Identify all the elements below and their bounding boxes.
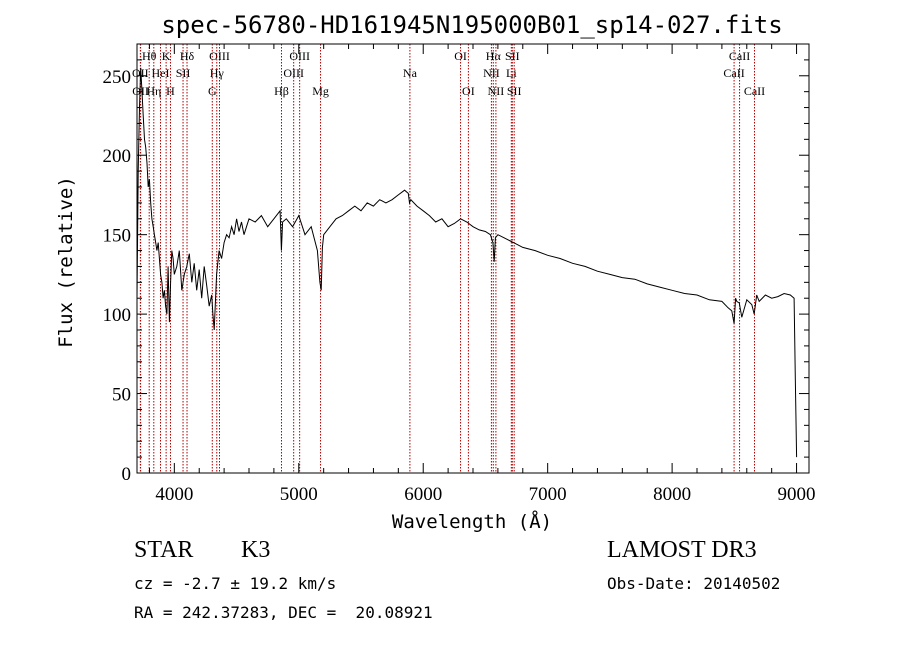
spectral-line-label: CaII bbox=[729, 49, 750, 63]
plot-frame bbox=[136, 43, 810, 474]
spectrum-series-line bbox=[136, 67, 798, 458]
y-tick-label: 250 bbox=[103, 67, 132, 88]
spectral-line-label: OIII bbox=[283, 66, 304, 80]
spectral-line-label: OIII bbox=[209, 49, 230, 63]
observation-date: Obs-Date: 20140502 bbox=[607, 574, 781, 593]
spectral-line-label: K bbox=[162, 49, 171, 63]
spectral-line-label: NII bbox=[483, 66, 500, 80]
spectral-line-label: Hγ bbox=[210, 66, 225, 80]
object-class: STAR bbox=[134, 537, 194, 563]
x-tick-label: 4000 bbox=[155, 484, 193, 505]
spectral-line-label: SII bbox=[507, 84, 522, 98]
y-axis-label: Flux (relative) bbox=[55, 176, 77, 348]
object-subclass: K3 bbox=[241, 537, 271, 563]
y-tick-label: 0 bbox=[122, 464, 132, 485]
coordinates: RA = 242.37283, DEC = 20.08921 bbox=[134, 603, 433, 622]
spectral-line-label: Li bbox=[506, 66, 517, 80]
spectral-line-label: Hη bbox=[146, 84, 161, 98]
y-tick-label: 100 bbox=[103, 305, 132, 326]
spectral-line-label: Hθ bbox=[142, 49, 157, 63]
spectral-line-label: OII bbox=[132, 84, 149, 98]
x-axis: 4000 5000 6000 7000 8000 9000 bbox=[148, 44, 816, 505]
spectral-line-label: Hδ bbox=[180, 49, 195, 63]
x-axis-label: Wavelength (Å) bbox=[392, 510, 552, 533]
spectral-line-label: CaII bbox=[723, 66, 744, 80]
spectral-line-label: OI bbox=[454, 49, 467, 63]
spectral-line-label: H bbox=[166, 84, 175, 98]
spectral-line-label: Mg bbox=[312, 84, 329, 98]
spectral-line-label: HeI bbox=[152, 66, 170, 80]
y-axis: 0 50 100 150 200 250 bbox=[103, 43, 809, 485]
spectral-line-label: NII bbox=[488, 84, 505, 98]
spectral-line-label: CaII bbox=[744, 84, 765, 98]
y-tick-label: 200 bbox=[103, 146, 132, 167]
chart-title: spec-56780-HD161945N195000B01_sp14-027.f… bbox=[161, 11, 782, 39]
x-tick-label: 7000 bbox=[529, 484, 567, 505]
x-tick-label: 5000 bbox=[280, 484, 318, 505]
y-tick-label: 150 bbox=[103, 226, 132, 247]
spectral-line-label: Na bbox=[403, 66, 418, 80]
redshift-value: cz = -2.7 ± 19.2 km/s bbox=[134, 574, 337, 593]
y-tick-label: 50 bbox=[112, 385, 131, 406]
spectral-line-label: OI bbox=[462, 84, 475, 98]
spectral-line-label: OIII bbox=[289, 49, 310, 63]
spectral-line-label: Hβ bbox=[274, 84, 289, 98]
spectral-line-label: Hα bbox=[486, 49, 502, 63]
survey-name: LAMOST DR3 bbox=[607, 537, 757, 563]
spectral-line-label: G bbox=[208, 84, 217, 98]
x-tick-label: 8000 bbox=[653, 484, 691, 505]
spectral-line-label: SII bbox=[505, 49, 520, 63]
x-tick-label: 6000 bbox=[404, 484, 442, 505]
spectral-line-label: SII bbox=[176, 66, 191, 80]
x-tick-label: 9000 bbox=[778, 484, 816, 505]
